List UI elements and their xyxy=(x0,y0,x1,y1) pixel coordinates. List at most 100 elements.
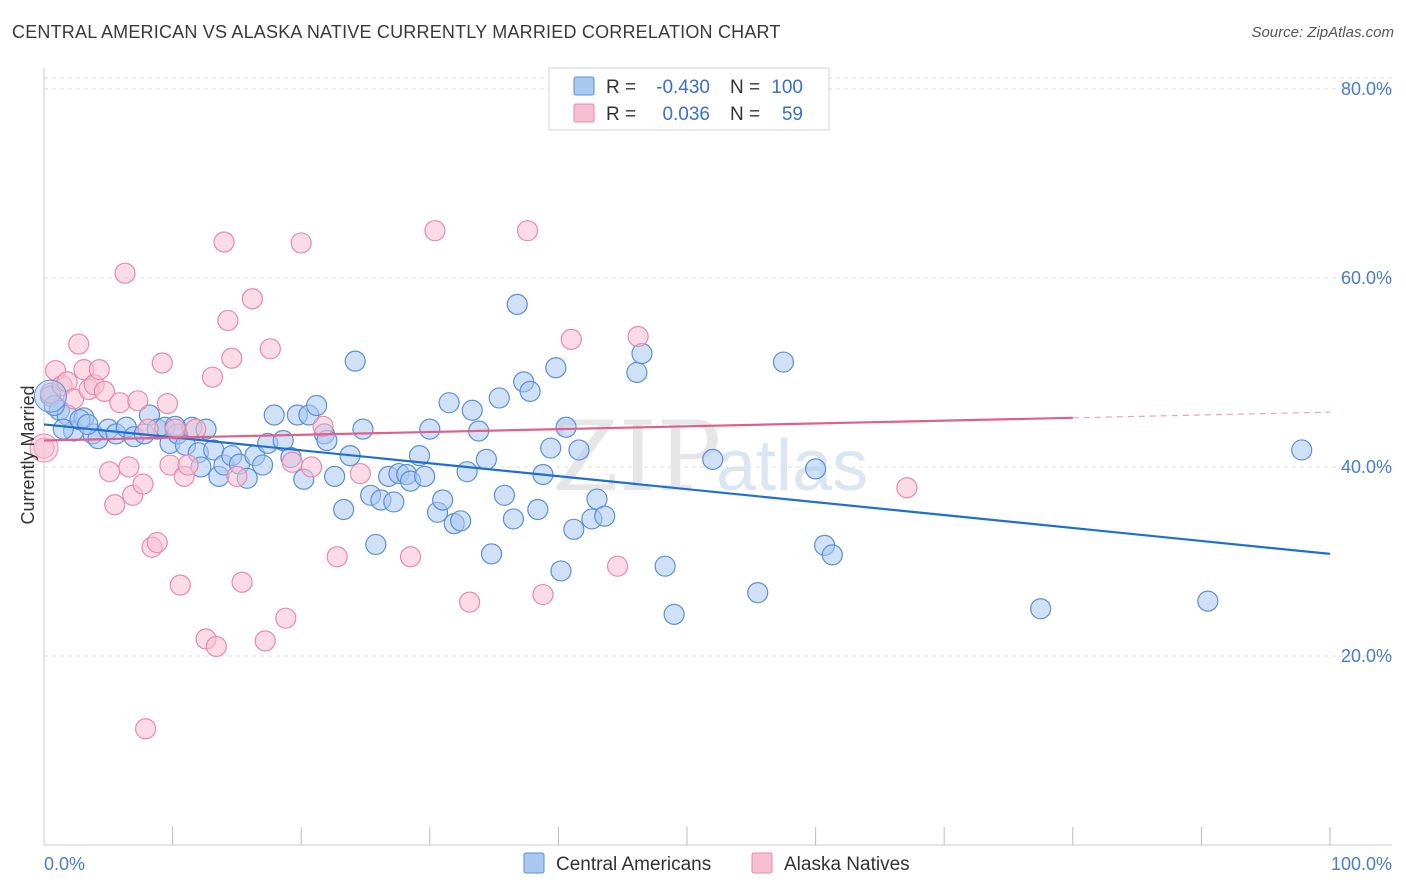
alaska-native-point xyxy=(213,231,235,253)
central-american-point xyxy=(306,394,328,417)
alaska-native-point xyxy=(98,461,121,483)
alaska-native-point xyxy=(627,325,649,348)
watermark-atlas: atlas xyxy=(716,426,868,506)
alaska-native-point xyxy=(254,630,276,652)
alaska-native-point xyxy=(312,415,334,437)
central-american-point xyxy=(475,448,497,470)
legend-r-value: 0.036 xyxy=(662,104,710,125)
gridlines xyxy=(44,77,1392,657)
series-legend: Central Americans Alaska Natives xyxy=(523,852,910,875)
central-american-point xyxy=(383,491,405,513)
central-american-point xyxy=(414,465,436,488)
central-american-point xyxy=(663,603,685,625)
y-tick-label: 20.0% xyxy=(1341,646,1392,666)
central-american-point xyxy=(527,498,549,521)
central-american-point xyxy=(488,387,510,409)
central-american-point xyxy=(821,544,843,566)
central-american-point xyxy=(263,404,285,426)
alaska-native-point xyxy=(896,477,918,499)
correlation-legend: R = -0.430 N = 100 R = 0.036 N = 59 xyxy=(548,67,830,131)
central-american-point xyxy=(461,399,483,421)
alaska-native-point xyxy=(606,555,629,577)
central-american-point xyxy=(545,357,567,379)
alaska-native-point xyxy=(532,583,554,606)
legend-swatch-alaska-natives xyxy=(751,852,773,874)
alaska-native-point xyxy=(104,494,126,516)
alaska-native-point xyxy=(231,571,253,593)
central-american-point xyxy=(772,351,795,373)
alaska-native-point xyxy=(134,718,157,740)
central-american-point xyxy=(540,437,562,459)
central-american-point-large xyxy=(33,379,67,413)
watermark: ZIP atlas xyxy=(552,401,868,513)
alaska-native-point xyxy=(226,465,248,488)
central-american-point xyxy=(352,418,374,440)
alaska-native-point xyxy=(169,574,191,596)
alaska-native-point xyxy=(560,328,582,350)
alaska-native-point xyxy=(349,462,371,485)
alaska-native-point xyxy=(516,220,539,242)
y-tick-label: 60.0% xyxy=(1341,268,1392,288)
legend-n-value: 100 xyxy=(771,77,803,98)
legend-n-value: 59 xyxy=(782,104,803,125)
central-american-point xyxy=(408,445,431,467)
central-american-point xyxy=(502,508,524,530)
chart-title: CENTRAL AMERICAN VS ALASKA NATIVE CURREN… xyxy=(12,22,781,42)
legend-swatch-blue xyxy=(573,76,595,96)
central-american-point xyxy=(563,518,585,540)
central-american-point xyxy=(450,510,472,532)
central-american-point xyxy=(480,543,503,565)
central-american-point xyxy=(702,448,724,470)
central-american-point xyxy=(626,361,648,384)
central-american-point xyxy=(519,380,541,402)
alaska-native-point xyxy=(221,347,243,369)
central-american-point xyxy=(432,489,454,511)
alaska-native-point xyxy=(290,232,312,254)
x-tick-label: 100.0% xyxy=(1331,854,1392,874)
alaska-native-point xyxy=(93,380,116,402)
legend-r-label: R = xyxy=(606,104,636,125)
alaska-native-point xyxy=(275,607,297,629)
alaska-native-point xyxy=(300,456,323,478)
data-points xyxy=(29,220,1313,740)
alaska-natives-trend-line xyxy=(43,416,1073,442)
alaska-native-point xyxy=(114,262,136,284)
legend-swatch-pink xyxy=(573,103,595,123)
central-americans-trend-line xyxy=(43,423,1331,555)
legend-n-label: N = xyxy=(730,77,760,98)
source-label: Source: ZipAtlas.com xyxy=(1251,24,1394,41)
alaska-native-point xyxy=(241,288,263,310)
alaska-native-point xyxy=(118,456,140,478)
alaska-natives-trend-extension xyxy=(1072,411,1331,419)
alaska-native-point xyxy=(281,451,303,473)
central-american-point xyxy=(568,439,590,461)
central-american-point xyxy=(252,454,274,476)
central-american-point xyxy=(365,533,387,556)
central-american-point xyxy=(506,293,528,315)
central-american-point xyxy=(1030,598,1052,620)
central-american-point xyxy=(594,505,616,527)
alaska-native-point xyxy=(205,635,227,658)
legend-label-central-americans: Central Americans xyxy=(556,854,711,875)
alaska-native-point xyxy=(399,546,422,568)
alaska-native-point xyxy=(68,333,90,355)
alaska-native-point xyxy=(156,393,179,415)
central-american-point xyxy=(1197,590,1219,612)
alaska-native-point xyxy=(151,352,173,374)
legend-box xyxy=(548,67,830,131)
legend-r-value: -0.430 xyxy=(656,77,710,98)
alaska-native-point xyxy=(127,390,149,412)
alaska-native-point xyxy=(88,359,110,381)
central-american-point xyxy=(493,484,515,506)
alaska-native-point xyxy=(459,591,481,613)
legend-label-alaska-natives: Alaska Natives xyxy=(784,854,910,875)
central-american-point xyxy=(456,461,478,483)
central-american-point xyxy=(550,560,572,582)
central-american-point xyxy=(438,392,460,414)
y-tick-label: 80.0% xyxy=(1341,79,1392,99)
central-american-point xyxy=(77,413,99,436)
x-tick-label: 0.0% xyxy=(44,854,85,874)
legend-swatch-central-americans xyxy=(523,852,545,874)
y-axis-title: Currently Married xyxy=(18,385,38,524)
